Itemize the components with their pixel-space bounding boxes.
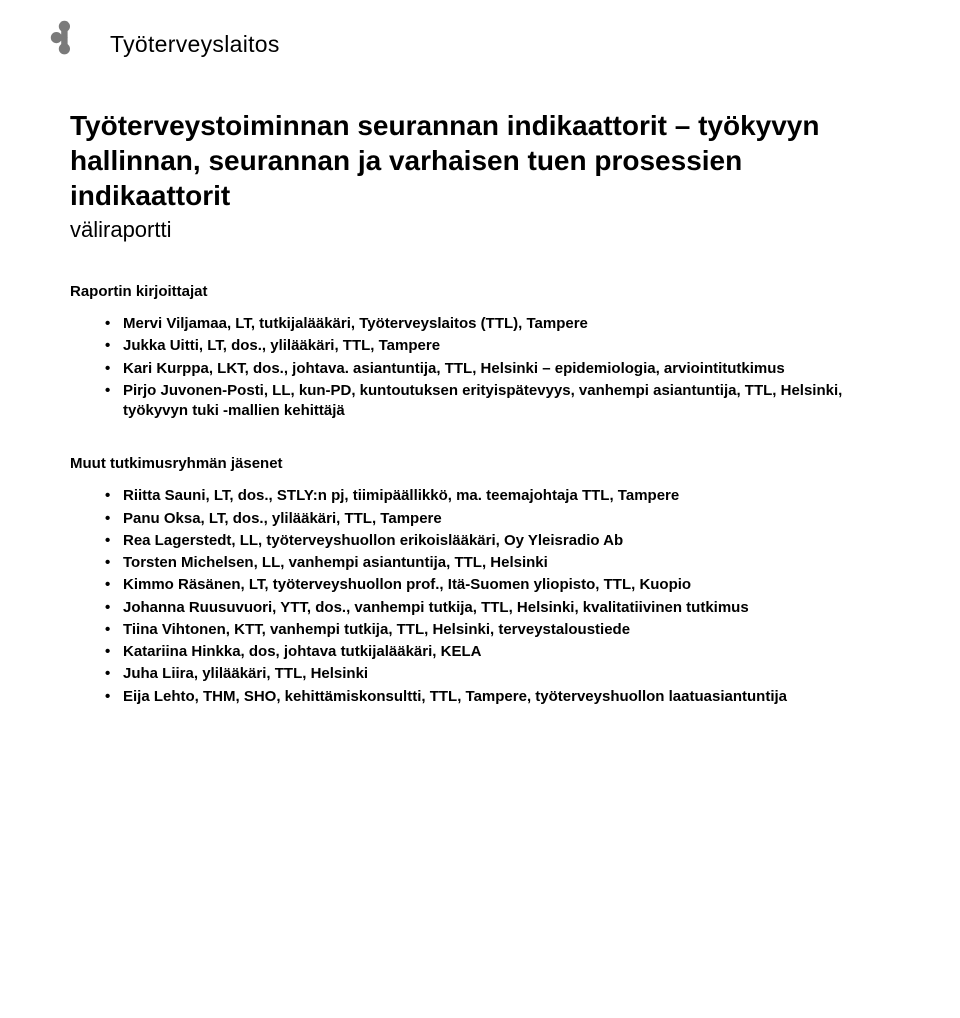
list-item: Johanna Ruusuvuori, YTT, dos., vanhempi … (105, 598, 890, 618)
logo-text: Työterveyslaitos (110, 31, 280, 58)
list-item: Tiina Vihtonen, KTT, vanhempi tutkija, T… (105, 620, 890, 640)
list-item: Juha Liira, ylilääkäri, TTL, Helsinki (105, 664, 890, 684)
list-item: Rea Lagerstedt, LL, työterveyshuollon er… (105, 531, 890, 551)
authors-list: Mervi Viljamaa, LT, tutkijalääkäri, Työt… (70, 314, 890, 421)
list-item: Kari Kurppa, LKT, dos., johtava. asiantu… (105, 359, 890, 379)
document-subtitle: väliraportti (70, 217, 890, 243)
list-item: Kimmo Räsänen, LT, työterveyshuollon pro… (105, 575, 890, 595)
list-item: Panu Oksa, LT, dos., ylilääkäri, TTL, Ta… (105, 509, 890, 529)
document-title: Työterveystoiminnan seurannan indikaatto… (70, 108, 890, 213)
list-item: Katariina Hinkka, dos, johtava tutkijalä… (105, 642, 890, 662)
logo-icon (50, 20, 98, 68)
members-list: Riitta Sauni, LT, dos., STLY:n pj, tiimi… (70, 486, 890, 707)
section-heading-authors: Raportin kirjoittajat (70, 283, 890, 300)
list-item: Jukka Uitti, LT, dos., ylilääkäri, TTL, … (105, 336, 890, 356)
list-item: Torsten Michelsen, LL, vanhempi asiantun… (105, 553, 890, 573)
logo-container: Työterveyslaitos (50, 20, 890, 68)
list-item: Riitta Sauni, LT, dos., STLY:n pj, tiimi… (105, 486, 890, 506)
list-item: Eija Lehto, THM, SHO, kehittämiskonsultt… (105, 687, 890, 707)
section-heading-members: Muut tutkimusryhmän jäsenet (70, 455, 890, 472)
list-item: Pirjo Juvonen-Posti, LL, kun-PD, kuntout… (105, 381, 890, 422)
list-item: Mervi Viljamaa, LT, tutkijalääkäri, Työt… (105, 314, 890, 334)
